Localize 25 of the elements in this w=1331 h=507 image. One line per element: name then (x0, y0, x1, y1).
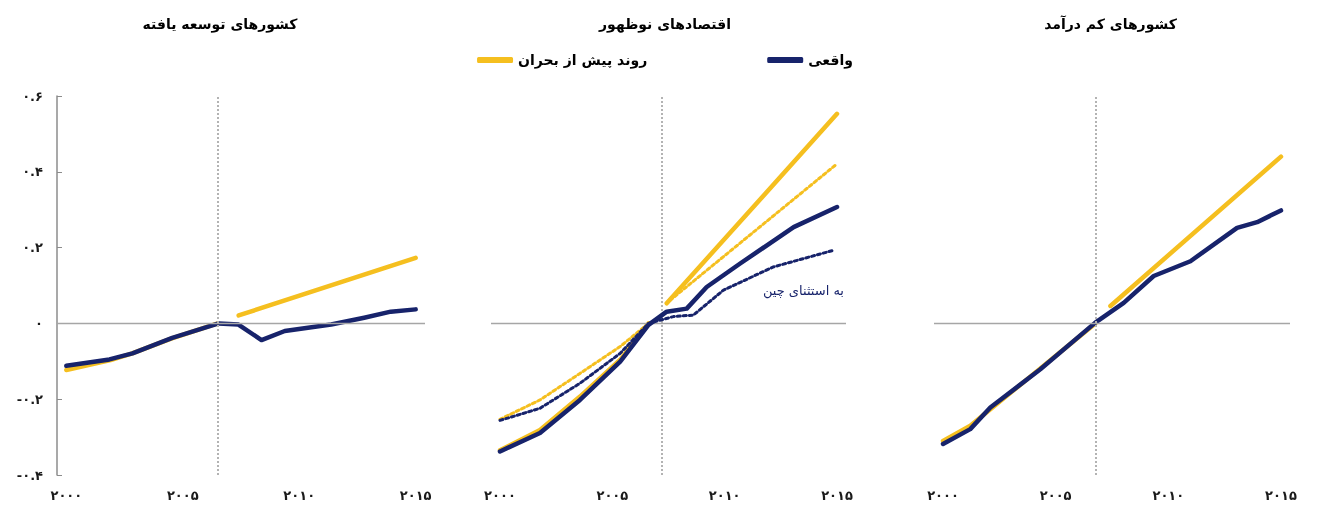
x-tick-label: ۲۰۱۰ (708, 488, 741, 503)
x-tick-label: ۲۰۰۰ (484, 488, 516, 503)
annotation: به استثنای چین (762, 282, 844, 299)
chart-title: کشورهای کم درآمد (1044, 15, 1178, 33)
line-series (64, 307, 418, 369)
x-tick-label: ۲۰۱۰ (1152, 488, 1185, 503)
chart-title: کشورهای توسعه یافته (142, 16, 299, 33)
x-tick-label: ۲۰۰۵ (1039, 488, 1072, 503)
x-tick-label: ۲۰۰۰ (927, 488, 959, 503)
chart-title: اقتصادهای نوظهور (598, 16, 731, 33)
x-tick-label: ۲۰۰۵ (596, 488, 629, 503)
y-tick-label: -۰.۴ (16, 467, 44, 483)
y-tick-label: ۰ (35, 315, 43, 331)
y-tick-label: -۰.۲ (16, 391, 44, 407)
x-tick-label: ۲۰۱۵ (1265, 488, 1297, 503)
x-tick-label: ۲۰۰۵ (166, 488, 199, 503)
y-tick-label: ۰.۴ (22, 164, 44, 180)
y-tick-label: ۰.۶ (22, 88, 43, 104)
y-tick-label: ۰.۲ (22, 240, 44, 256)
legend-label: واقعی (808, 52, 853, 69)
x-tick-label: ۲۰۱۰ (283, 488, 316, 503)
legend-label: روند پیش از بحران (518, 52, 648, 69)
x-tick-label: ۲۰۰۰ (50, 488, 83, 503)
x-tick-label: ۲۰۱۵ (399, 488, 432, 503)
x-tick-label: ۲۰۱۵ (821, 488, 853, 503)
